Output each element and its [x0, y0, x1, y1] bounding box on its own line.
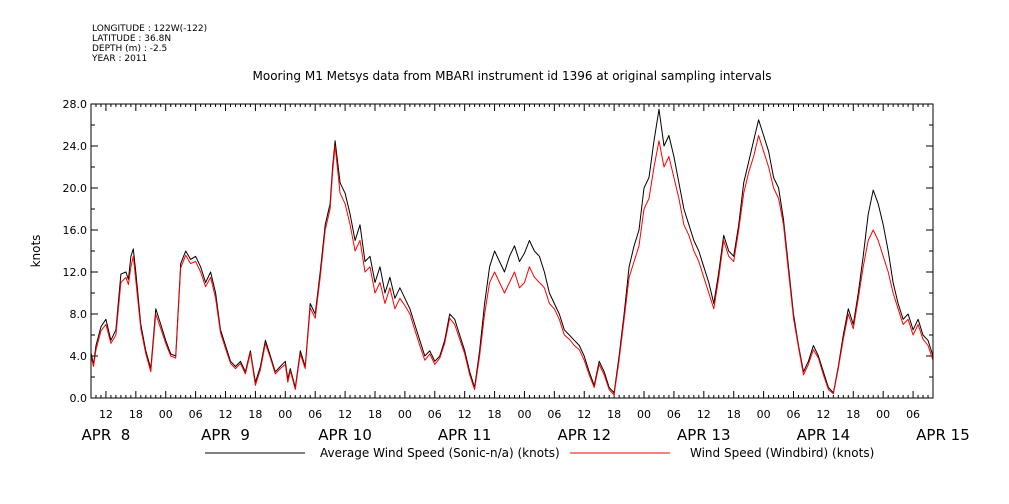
chart-title: Mooring M1 Metsys data from MBARI instru…	[253, 69, 772, 83]
series-line-windbird	[90, 135, 934, 396]
x-tick-label: 06	[547, 408, 561, 421]
x-date-label: APR 9	[201, 426, 250, 444]
x-tick-label: 12	[577, 408, 591, 421]
y-tick-label: 16.0	[63, 224, 88, 237]
x-tick-label: 12	[458, 408, 472, 421]
metadata-block: LONGITUDE : 122W(-122) LATITUDE : 36.8N …	[91, 24, 207, 64]
x-tick-label: 18	[846, 408, 860, 421]
x-tick-label: 18	[248, 408, 262, 421]
x-date-label: APR 13	[677, 426, 731, 444]
x-tick-label: 00	[159, 408, 173, 421]
y-axis-label: knots	[29, 235, 43, 268]
x-tick-label: 06	[906, 408, 920, 421]
x-tick-label: 18	[368, 408, 382, 421]
x-tick-label: 18	[129, 408, 143, 421]
metadata-latitude: LATITUDE : 36.8N	[92, 34, 171, 44]
x-tick-label: 00	[757, 408, 771, 421]
x-tick-label: 06	[428, 408, 442, 421]
x-date-label: APR 14	[797, 426, 851, 444]
y-tick-label: 12.0	[63, 266, 88, 279]
x-tick-label: 12	[99, 408, 113, 421]
x-date-label: APR 8	[82, 426, 131, 444]
metadata-longitude: LONGITUDE : 122W(-122)	[92, 24, 207, 34]
y-tick-label: 8.0	[70, 308, 88, 321]
x-tick-label: 18	[488, 408, 502, 421]
x-tick-label: 12	[697, 408, 711, 421]
series-group	[90, 108, 934, 396]
series-line-sonic	[90, 108, 934, 394]
y-tick-label: 0.0	[70, 392, 88, 405]
tick-labels: 0.0 4.0 8.0 12.0 16.0 20.0 24.0 28.0 12 18 00 06 12 1…	[63, 98, 970, 444]
x-tick-label: 12	[816, 408, 830, 421]
plot-frame	[90, 103, 934, 399]
x-tick-label: 06	[189, 408, 203, 421]
x-tick-label: 00	[517, 408, 531, 421]
metadata-year: YEAR : 2011	[91, 54, 147, 64]
x-tick-label: 18	[607, 408, 621, 421]
x-tick-label: 12	[338, 408, 352, 421]
x-tick-label: 00	[637, 408, 651, 421]
x-tick-label: 06	[667, 408, 681, 421]
legend: Average Wind Speed (Sonic-n/a) (knots) W…	[205, 446, 874, 460]
x-tick-label: 00	[876, 408, 890, 421]
x-tick-label: 18	[727, 408, 741, 421]
x-tick-label: 00	[278, 408, 292, 421]
legend-label-sonic: Average Wind Speed (Sonic-n/a) (knots)	[320, 446, 560, 460]
x-tick-label: 00	[398, 408, 412, 421]
legend-label-windbird: Wind Speed (Windbird) (knots)	[690, 446, 874, 460]
x-date-label: APR 10	[318, 426, 372, 444]
x-date-label: APR 12	[557, 426, 611, 444]
y-tick-label: 28.0	[63, 98, 88, 111]
x-tick-label: 06	[786, 408, 800, 421]
y-tick-label: 20.0	[63, 182, 88, 195]
metadata-depth: DEPTH (m) : -2.5	[92, 44, 167, 54]
x-tick-label: 06	[308, 408, 322, 421]
x-date-label: APR 15	[916, 426, 970, 444]
x-tick-label: 12	[219, 408, 233, 421]
y-tick-label: 24.0	[63, 140, 88, 153]
y-tick-label: 4.0	[70, 350, 88, 363]
x-date-label: APR 11	[438, 426, 492, 444]
